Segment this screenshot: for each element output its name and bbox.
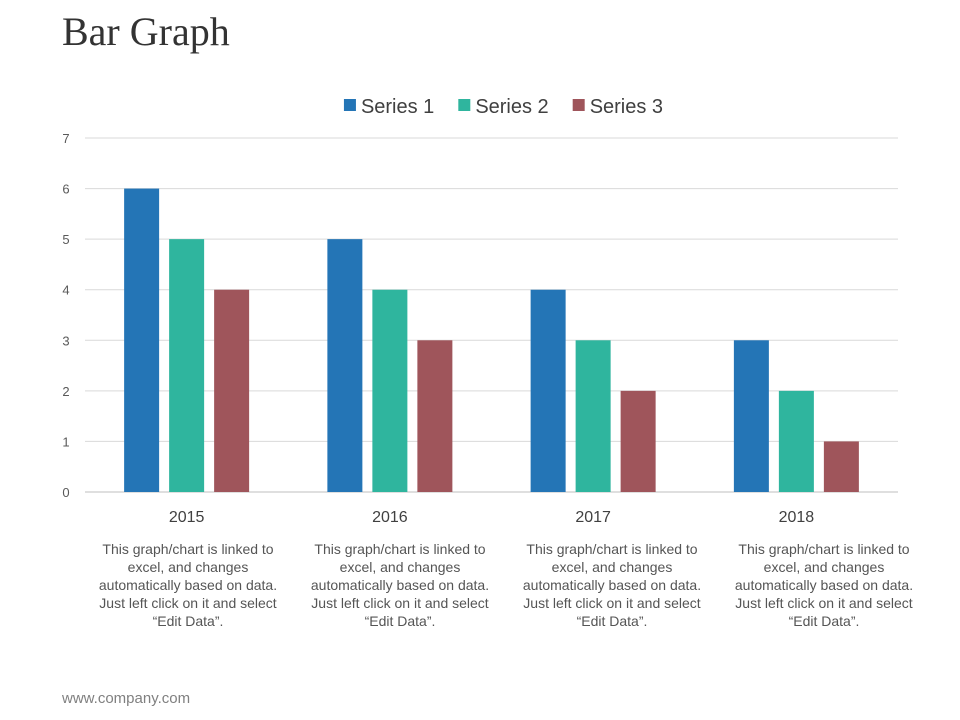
bar-series-2-2018[interactable]	[778, 390, 814, 492]
category-description-2018: This graph/chart is linked to excel, and…	[734, 541, 914, 629]
category-description-2017: This graph/chart is linked to excel, and…	[522, 541, 702, 629]
x-tick-label-2015: 2015	[169, 509, 205, 526]
x-axis-ticks: 2015 2016 2017 2018	[169, 509, 814, 526]
bar-series-1-2017[interactable]	[530, 289, 566, 492]
page-title: Bar Graph	[62, 9, 230, 54]
y-axis-ticks: 0 1 2 3 4 5 6 7	[62, 131, 69, 500]
y-tick-label-2: 2	[62, 384, 69, 399]
y-tick-label-3: 3	[62, 333, 69, 348]
x-tick-label-2016: 2016	[372, 509, 408, 526]
bar-series-1-2016[interactable]	[327, 239, 363, 492]
y-tick-label-6: 6	[62, 182, 69, 197]
y-tick-label-0: 0	[62, 485, 69, 500]
bar-series-3-2015[interactable]	[214, 289, 250, 492]
bar-series-2-2017[interactable]	[575, 340, 611, 492]
y-tick-label-7: 7	[62, 131, 69, 146]
chart-gridlines	[85, 137, 898, 493]
legend-swatch-series-1	[343, 99, 356, 111]
bar-series-3-2016[interactable]	[417, 340, 453, 492]
legend-label-series-2: Series 2	[475, 96, 548, 118]
chart-bars	[124, 188, 859, 493]
bar-series-1-2018[interactable]	[733, 340, 769, 492]
bar-series-3-2017[interactable]	[620, 390, 656, 492]
x-tick-label-2017: 2017	[575, 509, 611, 526]
y-tick-label-5: 5	[62, 232, 69, 247]
x-tick-label-2018: 2018	[779, 509, 815, 526]
category-description-2016: This graph/chart is linked to excel, and…	[310, 541, 490, 629]
legend-label-series-1: Series 1	[361, 96, 434, 118]
chart-legend: Series 1 Series 2 Series 3	[343, 96, 663, 118]
bar-series-3-2018[interactable]	[823, 441, 859, 492]
y-tick-label-4: 4	[62, 283, 69, 298]
bar-series-1-2015[interactable]	[124, 188, 160, 493]
category-description-2015: This graph/chart is linked to excel, and…	[98, 541, 278, 629]
y-tick-label-1: 1	[62, 434, 69, 449]
legend-swatch-series-3	[572, 99, 585, 111]
bar-series-2-2016[interactable]	[372, 289, 408, 492]
footer-url: www.company.com	[62, 690, 191, 707]
legend-label-series-3: Series 3	[590, 96, 663, 118]
legend-swatch-series-2	[458, 99, 471, 111]
bar-series-2-2015[interactable]	[169, 239, 205, 492]
